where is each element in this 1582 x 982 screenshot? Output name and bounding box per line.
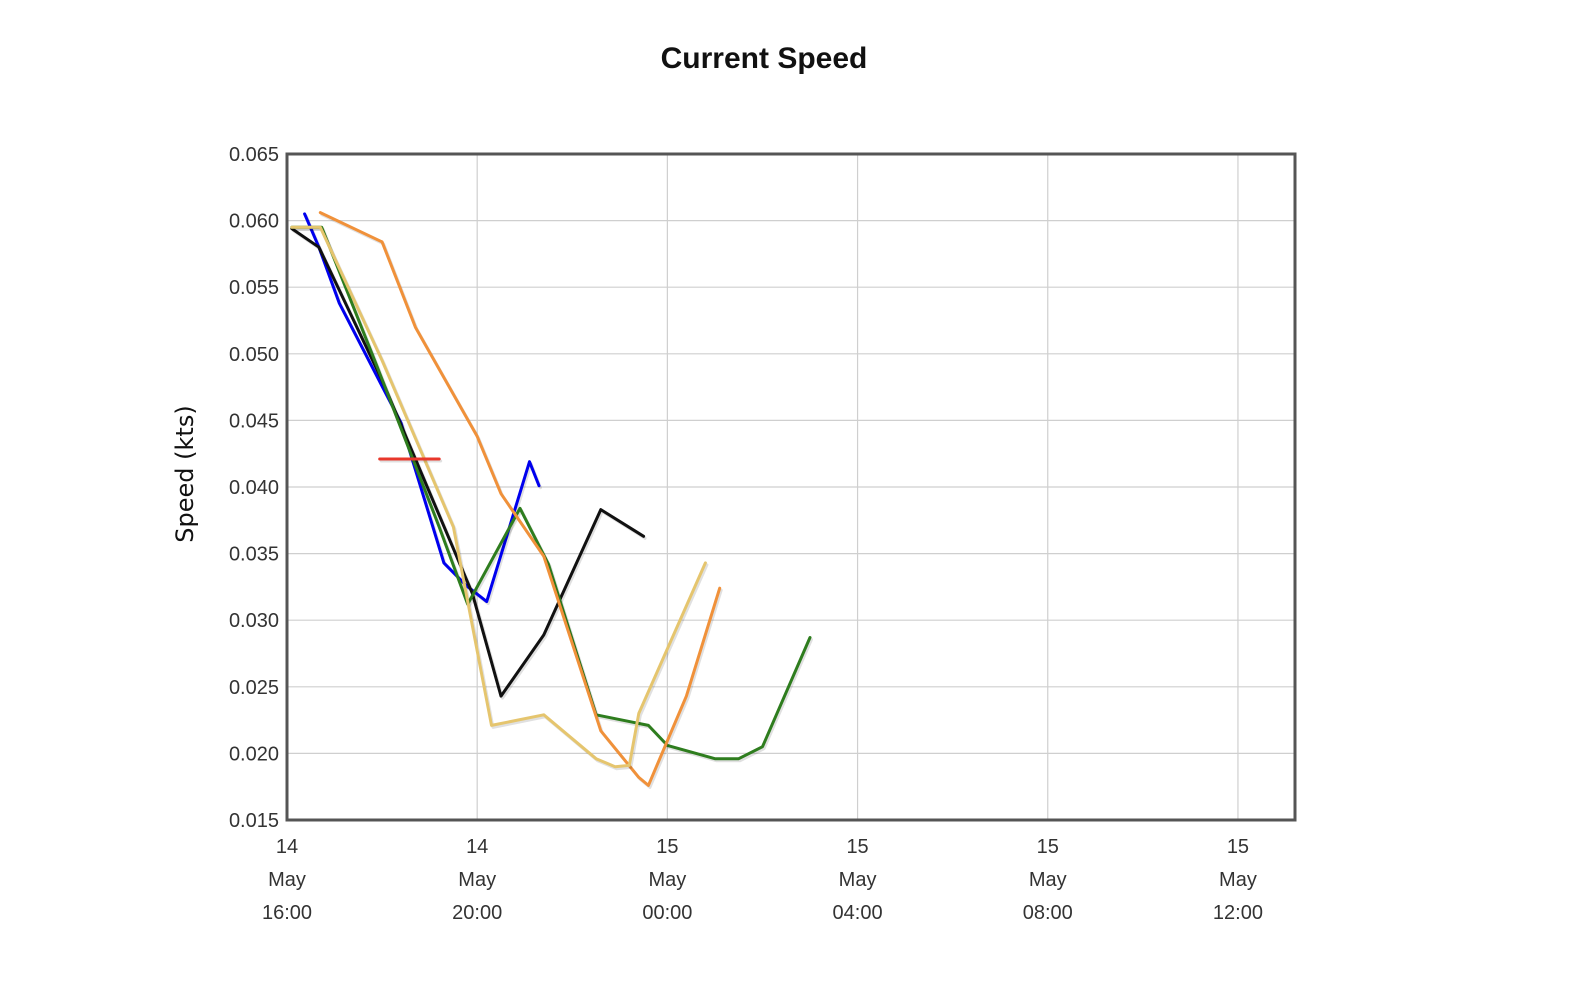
y-tick-label: 0.020 bbox=[229, 743, 279, 765]
x-tick-label: 15 May 00:00 bbox=[642, 836, 692, 924]
x-tick-label: 14 May 16:00 bbox=[262, 836, 312, 924]
series-line bbox=[318, 211, 722, 787]
x-tick-label: 15 May 08:00 bbox=[1023, 836, 1073, 924]
y-tick-label: 0.015 bbox=[229, 810, 279, 832]
y-axis-ticks: 0.015 0.020 0.025 0.030 0.035 0.040 0.045 0.050… bbox=[229, 144, 279, 832]
chart-title: Current Speed bbox=[661, 42, 868, 75]
series-line bbox=[290, 225, 812, 761]
series-line-shadow bbox=[320, 213, 723, 789]
x-tick-label: 14 May 20:00 bbox=[452, 836, 502, 924]
y-tick-label: 0.045 bbox=[229, 410, 279, 432]
y-tick-label: 0.040 bbox=[229, 477, 279, 499]
y-tick-label: 0.060 bbox=[229, 211, 279, 233]
series-lines bbox=[290, 211, 813, 789]
y-axis-label: Speed (kts) bbox=[171, 405, 199, 542]
y-tick-label: 0.065 bbox=[229, 144, 279, 166]
plot-frame bbox=[285, 152, 1297, 822]
y-tick-label: 0.050 bbox=[229, 344, 279, 366]
y-tick-label: 0.055 bbox=[229, 277, 279, 299]
series-line-shadow bbox=[291, 229, 647, 700]
series-line bbox=[290, 227, 646, 698]
y-tick-label: 0.035 bbox=[229, 544, 279, 566]
series-line-shadow bbox=[291, 227, 813, 763]
x-tick-label: 15 May 04:00 bbox=[833, 836, 883, 924]
series-line bbox=[303, 212, 541, 604]
y-tick-label: 0.030 bbox=[229, 610, 279, 632]
series-line bbox=[290, 225, 707, 769]
y-tick-label: 0.025 bbox=[229, 677, 279, 699]
x-tick-label: 15 May 12:00 bbox=[1213, 836, 1263, 924]
x-axis-ticks: 14 May 16:00 14 May 20:00 15 May 00:00 15 May 04:00… bbox=[262, 836, 1263, 924]
